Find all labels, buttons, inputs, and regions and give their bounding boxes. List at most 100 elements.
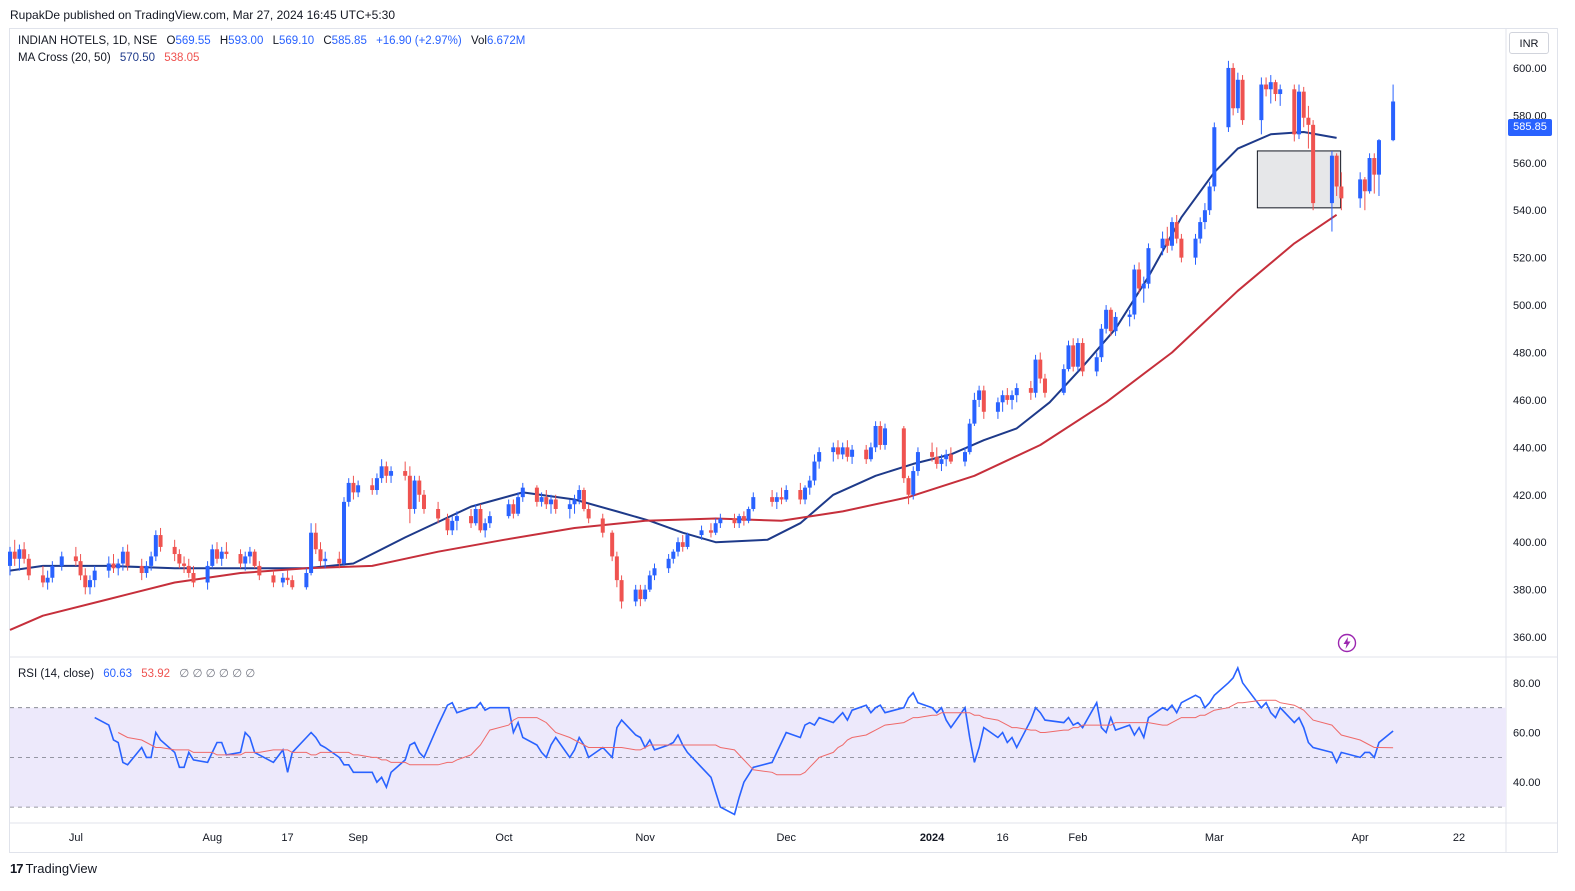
candle-body [1202,210,1207,223]
candle [1372,153,1377,194]
candle [445,513,450,536]
candle [1066,340,1071,372]
candle-body [643,589,648,600]
candle-body [252,551,257,566]
rsi-tick-label: 80.00 [1513,678,1541,690]
candle-body [708,530,713,533]
ma-label[interactable]: MA Cross (20, 50) [18,52,111,64]
candle [144,561,149,578]
candle [374,473,379,495]
price-tick-label: 540.00 [1513,205,1547,217]
candle-body [520,487,525,498]
time-tick-label: 16 [997,832,1009,844]
candle [901,425,906,483]
candle [450,516,455,536]
candle-body [238,554,243,564]
candle-body [1005,395,1010,400]
candle-body [581,490,586,509]
candle-body [779,497,784,500]
candle [553,494,558,514]
candle [1165,226,1170,253]
candle [868,442,873,462]
tradingview-logo[interactable]: 17 TradingView [10,861,97,876]
candle-body [718,518,723,524]
candle-body [1160,238,1165,249]
candle-body [850,449,855,457]
candle-body [1014,388,1019,396]
rsi-extra-values: ∅ ∅ ∅ ∅ ∅ ∅ [179,668,256,680]
candle [1358,172,1363,208]
candle-body [516,497,521,514]
candle [1038,352,1043,384]
candle [478,504,483,533]
candle [158,527,163,552]
low-label: L [272,35,279,47]
candle-body [280,577,285,583]
candle-body [915,452,920,472]
candle [26,554,31,581]
candle [981,385,986,419]
candle [1202,203,1207,230]
candle-body [26,558,31,576]
candle-body [798,490,803,500]
candle [252,549,257,569]
candle [1301,86,1306,128]
candle [737,513,742,528]
candle-body [403,471,408,476]
candle-body [1141,283,1146,289]
candle [1273,79,1278,102]
candle [600,513,605,538]
candle [878,421,883,450]
rsi-label[interactable]: RSI (14, close) [18,668,95,680]
candle [671,549,676,564]
candle-body [737,516,742,524]
symbol-name[interactable]: INDIAN HOTELS, 1D, NSE [18,35,158,47]
candle [22,542,27,564]
candle [930,442,935,462]
candle-body [177,554,182,564]
candle-body [370,485,375,491]
candle-body [1104,309,1109,329]
candle-body [1094,357,1099,372]
candle-body [191,573,196,583]
candle-body [78,561,83,576]
candle-body [995,402,1000,412]
candle-body [1358,179,1363,199]
candle [83,568,88,595]
candle-body [614,556,619,581]
candle-body [318,549,323,562]
open-label: O [166,35,176,47]
candle [1292,84,1297,142]
candle-body [812,461,817,481]
candle [313,523,318,555]
candle-body [12,551,17,559]
candle-body [8,551,12,566]
currency-selector[interactable]: INR [1509,32,1549,54]
candle [572,494,577,514]
candle [1108,307,1113,336]
candle-body [337,558,342,564]
candle [643,584,648,602]
candle-body [214,549,219,559]
candle-body [1193,238,1198,258]
candle-body [784,490,789,500]
candle [487,511,492,528]
candle-body [511,504,516,514]
candle [652,563,657,581]
candle-body [1028,388,1033,393]
candle [111,554,116,574]
candle [1174,214,1179,244]
candle [708,523,713,538]
candle-body [981,390,986,412]
candle [967,418,972,455]
candle-body [567,504,572,509]
candle-body [407,475,412,509]
candle [511,499,516,519]
candle-body [534,487,539,502]
candle-body [356,485,361,493]
lightning-bolt-icon[interactable] [1337,633,1357,653]
candle-body [1297,91,1302,135]
candle [370,478,375,495]
ma-legend: MA Cross (20, 50) 570.50 538.05 [18,52,199,64]
